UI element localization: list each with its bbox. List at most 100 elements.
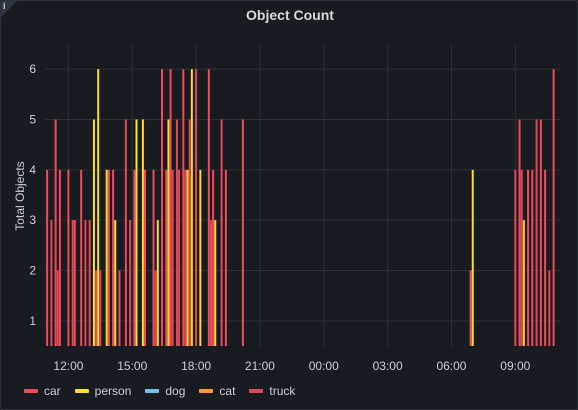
y-tick-label: 3 [29, 213, 36, 227]
x-tick-label: 09:00 [500, 359, 530, 373]
bar-truck[interactable] [195, 69, 198, 347]
x-tick-label: 12:00 [53, 359, 83, 373]
legend-label-person: person [94, 384, 132, 398]
bar-truck[interactable] [50, 220, 53, 346]
bar-car[interactable] [224, 169, 227, 346]
bar-truck[interactable] [535, 119, 538, 347]
legend-label-dog: dog [165, 384, 186, 398]
bar-truck[interactable] [175, 119, 178, 347]
y-tick-label: 5 [29, 113, 36, 127]
y-tick-label: 4 [29, 163, 36, 177]
bar-truck[interactable] [71, 220, 74, 346]
bars-group [46, 69, 555, 347]
bar-car[interactable] [73, 220, 76, 346]
bar-car[interactable] [518, 119, 521, 347]
bar-person[interactable] [199, 169, 202, 346]
legend-swatch-car [24, 389, 38, 393]
bar-truck[interactable] [209, 220, 212, 346]
bar-car[interactable] [161, 69, 164, 347]
bar-car[interactable] [124, 119, 127, 347]
y-tick-labels: 1 2 3 4 5 6 [29, 62, 36, 328]
y-tick-label: 1 [29, 314, 36, 328]
bar-person[interactable] [186, 169, 189, 346]
legend-label-cat: cat [219, 384, 236, 398]
bar-car[interactable] [527, 169, 530, 346]
legend-label-car: car [44, 384, 61, 398]
bar-car[interactable] [165, 169, 168, 346]
bar-truck[interactable] [188, 119, 191, 347]
bar-truck[interactable] [84, 220, 87, 346]
bar-car[interactable] [112, 169, 115, 346]
x-tick-label: 18:00 [181, 359, 211, 373]
bar-car[interactable] [67, 169, 70, 346]
bar-car[interactable] [54, 119, 57, 347]
legend-swatch-cat [199, 389, 214, 393]
info-icon[interactable]: i [3, 1, 6, 11]
legend-swatch-truck [249, 389, 264, 393]
bar-car[interactable] [182, 69, 185, 347]
bar-car[interactable] [212, 169, 215, 346]
bar-car[interactable] [144, 169, 147, 346]
bar-person[interactable] [156, 220, 159, 346]
y-tick-label: 6 [29, 62, 36, 76]
legend-item-person[interactable]: person [74, 384, 132, 398]
legend-item-cat[interactable]: cat [199, 384, 235, 398]
bar-truck[interactable] [88, 220, 91, 346]
bar-car[interactable] [95, 270, 98, 347]
legend-item-truck[interactable]: truck [249, 384, 295, 398]
x-tick-label: 06:00 [436, 359, 466, 373]
bar-car[interactable] [58, 169, 61, 346]
bar-person[interactable] [141, 119, 144, 347]
bar-person[interactable] [114, 220, 117, 346]
bar-car[interactable] [531, 169, 534, 346]
bar-car[interactable] [220, 119, 223, 347]
x-tick-label: 00:00 [309, 359, 339, 373]
bar-truck[interactable] [178, 169, 181, 346]
bar-car[interactable] [169, 69, 172, 347]
bar-person[interactable] [214, 220, 217, 346]
bar-person[interactable] [522, 220, 525, 346]
panel-title[interactable]: Object Count [246, 7, 334, 23]
bar-truck[interactable] [520, 169, 523, 346]
legend-item-car[interactable]: car [24, 384, 61, 398]
bar-truck[interactable] [99, 270, 102, 347]
bar-car[interactable] [469, 270, 472, 347]
x-tick-label: 15:00 [117, 359, 147, 373]
bar-truck[interactable] [171, 169, 174, 346]
legend-swatch-person [74, 389, 89, 393]
bar-truck[interactable] [514, 169, 517, 346]
bar-car[interactable] [133, 169, 136, 346]
bar-truck[interactable] [129, 220, 132, 346]
bar-person[interactable] [167, 119, 170, 347]
bar-person[interactable] [97, 69, 100, 347]
legend: car person dog cat truck [24, 384, 295, 398]
bar-person[interactable] [105, 169, 108, 346]
bar-person[interactable] [190, 69, 193, 347]
x-tick-labels: 12:00 15:00 18:00 21:00 00:00 03:00 06:00 09:00 [53, 359, 530, 373]
bar-car[interactable] [152, 169, 155, 346]
bar-person[interactable] [471, 169, 474, 346]
bar-car[interactable] [544, 169, 547, 346]
bar-car[interactable] [552, 69, 555, 347]
bar-person[interactable] [135, 119, 138, 347]
bar-car[interactable] [241, 119, 244, 347]
bar-car[interactable] [539, 119, 542, 347]
bar-person[interactable] [92, 119, 95, 347]
bar-truck[interactable] [56, 270, 59, 347]
legend-item-dog[interactable]: dog [145, 384, 185, 398]
y-axis-label: Total Objects [13, 161, 27, 230]
bar-truck[interactable] [184, 169, 187, 346]
bar-truck[interactable] [548, 270, 551, 347]
legend-swatch-dog [145, 389, 160, 393]
bar-car[interactable] [107, 169, 110, 346]
bar-car[interactable] [207, 69, 210, 347]
bar-car[interactable] [46, 169, 49, 346]
grid-lines [45, 44, 560, 346]
info-corner[interactable] [1, 1, 17, 17]
bar-car[interactable] [80, 169, 83, 346]
bar-car[interactable] [118, 270, 121, 347]
bar-truck[interactable] [154, 270, 157, 347]
y-tick-label: 2 [29, 264, 36, 278]
x-tick-label: 03:00 [373, 359, 403, 373]
